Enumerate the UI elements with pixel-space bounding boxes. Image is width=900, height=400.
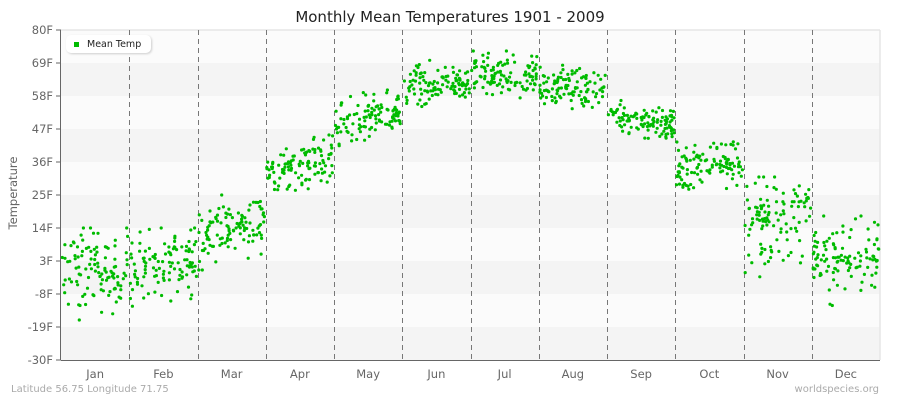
x-tick-label: Feb xyxy=(153,367,173,381)
y-tick-label: -8F xyxy=(35,287,53,301)
y-tick-label: 58F xyxy=(32,89,53,103)
location-caption: Latitude 56.75 Longitude 71.75 xyxy=(11,384,169,395)
y-tick-label: 69F xyxy=(32,56,53,70)
legend-swatch-icon xyxy=(74,41,79,47)
y-tick-label: 80F xyxy=(32,23,53,37)
y-tick-label: 25F xyxy=(32,188,53,202)
data-points xyxy=(60,49,881,322)
y-tick-label: -19F xyxy=(28,320,53,334)
background-bands xyxy=(61,29,881,360)
chart-title: Monthly Mean Temperatures 1901 - 2009 xyxy=(295,8,605,26)
legend: Mean Temp xyxy=(66,35,152,53)
x-axis-ticks: Jan Feb Mar Apr May Jun Jul Aug Sep Oct Nov Dec xyxy=(85,367,857,381)
y-tick-label: 47F xyxy=(32,122,53,136)
x-tick-label: Jul xyxy=(497,367,512,381)
month-dividers xyxy=(129,30,813,360)
y-tick-label: -30F xyxy=(28,353,53,367)
y-tick-label: 14F xyxy=(32,221,53,235)
x-tick-label: Oct xyxy=(699,367,719,381)
x-tick-label: Dec xyxy=(835,367,857,381)
x-tick-label: May xyxy=(356,367,380,381)
x-tick-label: Sep xyxy=(630,367,652,381)
x-tick-label: Mar xyxy=(221,367,243,381)
x-tick-label: Jun xyxy=(426,367,445,381)
y-tick-label: 3F xyxy=(39,254,53,268)
x-tick-label: Nov xyxy=(766,367,789,381)
x-tick-label: Apr xyxy=(290,367,310,381)
y-tick-label: 36F xyxy=(32,155,53,169)
legend-label: Mean Temp xyxy=(87,38,142,50)
source-link[interactable]: worldspecies.org xyxy=(794,384,879,395)
x-tick-label: Aug xyxy=(562,367,584,381)
x-tick-label: Jan xyxy=(85,367,104,381)
y-axis-ticks: -30F -19F -8F 3F 14F 25F 36F 47F 58F 69F 80F xyxy=(28,23,61,367)
